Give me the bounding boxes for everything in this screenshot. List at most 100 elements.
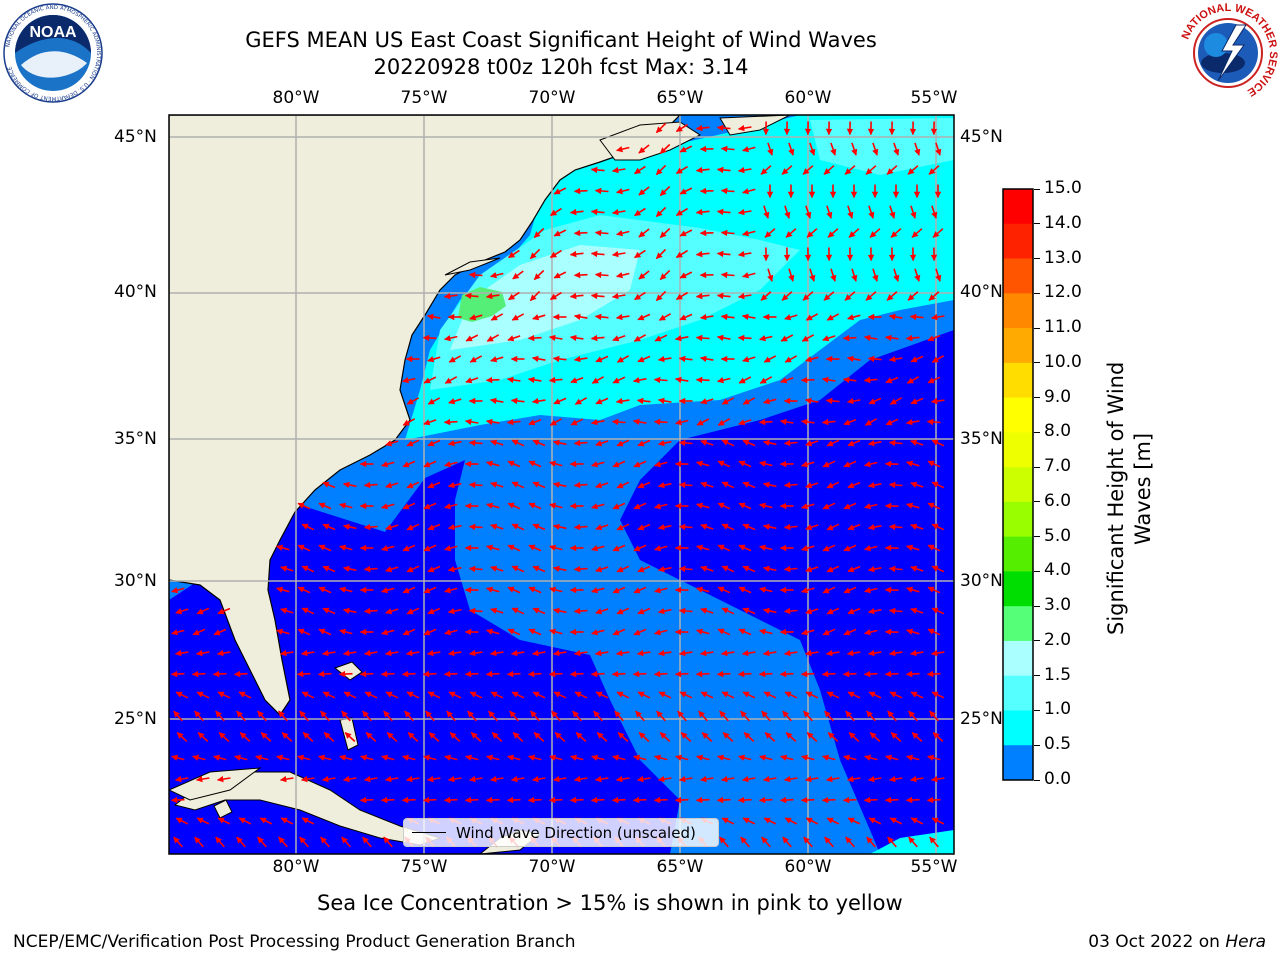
wave-direction-arrow (805, 313, 819, 321)
colorbar-tick-label: 14.0 (1044, 212, 1082, 233)
wave-direction-arrow (512, 270, 524, 280)
wave-direction-arrow (909, 649, 924, 657)
wave-direction-arrow (783, 523, 798, 531)
wave-direction-arrow (573, 439, 588, 447)
wave-direction-arrow (632, 796, 647, 804)
wave-direction-arrow (552, 481, 567, 488)
wave-direction-arrow (195, 649, 210, 657)
wave-direction-arrow (590, 670, 605, 678)
wave-direction-arrow (402, 586, 416, 594)
wave-direction-arrow (486, 334, 500, 342)
wave-direction-arrow (464, 670, 479, 678)
wave-direction-arrow (738, 376, 752, 384)
wave-direction-arrow (758, 418, 773, 426)
wave-direction-arrow (867, 775, 882, 783)
wave-direction-arrow (869, 732, 881, 742)
wave-direction-arrow (490, 523, 504, 530)
wave-direction-arrow (780, 334, 794, 342)
wave-direction-arrow (402, 377, 416, 384)
wave-direction-arrow (716, 208, 731, 216)
wave-direction-arrow (611, 418, 626, 426)
map-frame (168, 114, 955, 855)
wave-direction-arrow (653, 670, 668, 678)
colorbar-segment (1003, 258, 1033, 294)
wave-direction-arrow (805, 691, 819, 699)
wave-direction-arrow (804, 397, 819, 405)
wave-direction-arrow (742, 356, 756, 363)
wave-direction-arrow (216, 775, 231, 783)
wave-direction-arrow (931, 691, 945, 699)
wave-direction-arrow (659, 185, 671, 197)
wave-direction-arrow (700, 439, 714, 446)
wave-direction-arrow (532, 691, 546, 699)
wave-direction-arrow (342, 775, 357, 783)
wave-direction-arrow (511, 607, 525, 615)
wave-direction-arrow (826, 313, 840, 321)
wave-direction-arrow (423, 419, 437, 426)
land-nova-scotia (599, 121, 702, 161)
wave-direction-arrow (935, 142, 942, 156)
noaa-logo: NOAA NATIONAL OCEANIC AND ATMOSPHERIC AD… (3, 3, 103, 103)
wave-direction-arrow (322, 691, 336, 699)
wave-direction-arrow (591, 587, 605, 594)
wave-direction-arrow (863, 796, 878, 804)
wave-direction-arrow (701, 732, 713, 742)
wave-direction-arrow (637, 607, 651, 615)
wave-direction-arrow (363, 649, 378, 657)
wave-direction-arrow (406, 439, 420, 447)
colorbar-tick-mark (1034, 466, 1040, 468)
wave-direction-arrow (700, 523, 714, 530)
wave-direction-arrow (826, 565, 840, 573)
wave-direction-arrow (322, 481, 336, 489)
wave-direction-arrow (822, 502, 836, 510)
wave-direction-arrow (906, 376, 919, 384)
wave-direction-arrow (888, 439, 903, 447)
wave-direction-arrow (488, 710, 498, 722)
legend-line-icon (412, 832, 446, 833)
wave-direction-arrow (549, 207, 562, 217)
wave-direction-arrow (573, 271, 588, 279)
wave-direction-arrow (801, 754, 815, 761)
wave-direction-arrow (427, 607, 441, 615)
wave-direction-arrow (532, 565, 546, 573)
wave-direction-arrow (719, 836, 729, 848)
wave-direction-arrow (611, 292, 626, 300)
wave-direction-arrow (363, 607, 378, 615)
wave-direction-arrow (635, 710, 645, 722)
wave-direction-arrow (383, 836, 393, 848)
wave-direction-arrow (447, 649, 462, 657)
wave-direction-arrow (742, 397, 756, 405)
lon-tick-bottom: 75°W (400, 857, 448, 877)
wave-direction-arrow (301, 565, 315, 573)
wave-direction-arrow (427, 565, 441, 573)
wave-direction-arrow (612, 628, 626, 636)
wave-direction-arrow (511, 691, 525, 699)
wave-direction-arrow (843, 586, 857, 594)
wave-direction-arrow (380, 796, 395, 804)
wave-direction-arrow (401, 796, 416, 804)
wave-direction-arrow (612, 754, 626, 761)
wave-direction-arrow (888, 313, 903, 321)
wave-direction-arrow (674, 334, 689, 342)
wave-direction-arrow (426, 775, 441, 783)
wave-direction-arrow (402, 544, 416, 552)
wave-direction-arrow (196, 607, 210, 615)
wave-direction-arrow (236, 836, 246, 848)
wave-direction-arrow (339, 628, 353, 635)
wave-direction-arrow (530, 710, 540, 722)
wave-direction-arrow (616, 146, 630, 153)
wave-direction-arrow (486, 628, 500, 635)
wave-direction-arrow (827, 228, 839, 238)
wave-direction-arrow (406, 607, 420, 615)
wave-direction-arrow (779, 670, 794, 678)
wave-direction-arrow (486, 754, 500, 761)
wave-direction-arrow (822, 460, 836, 468)
wave-direction-arrow (759, 460, 773, 467)
wave-direction-arrow (821, 376, 836, 384)
colorbar-segment (1003, 432, 1033, 468)
wave-direction-arrow (801, 461, 815, 468)
wave-direction-arrow (863, 376, 878, 384)
wave-direction-arrow (927, 502, 941, 510)
wave-direction-arrow (678, 565, 693, 573)
wave-direction-arrow (318, 544, 332, 552)
